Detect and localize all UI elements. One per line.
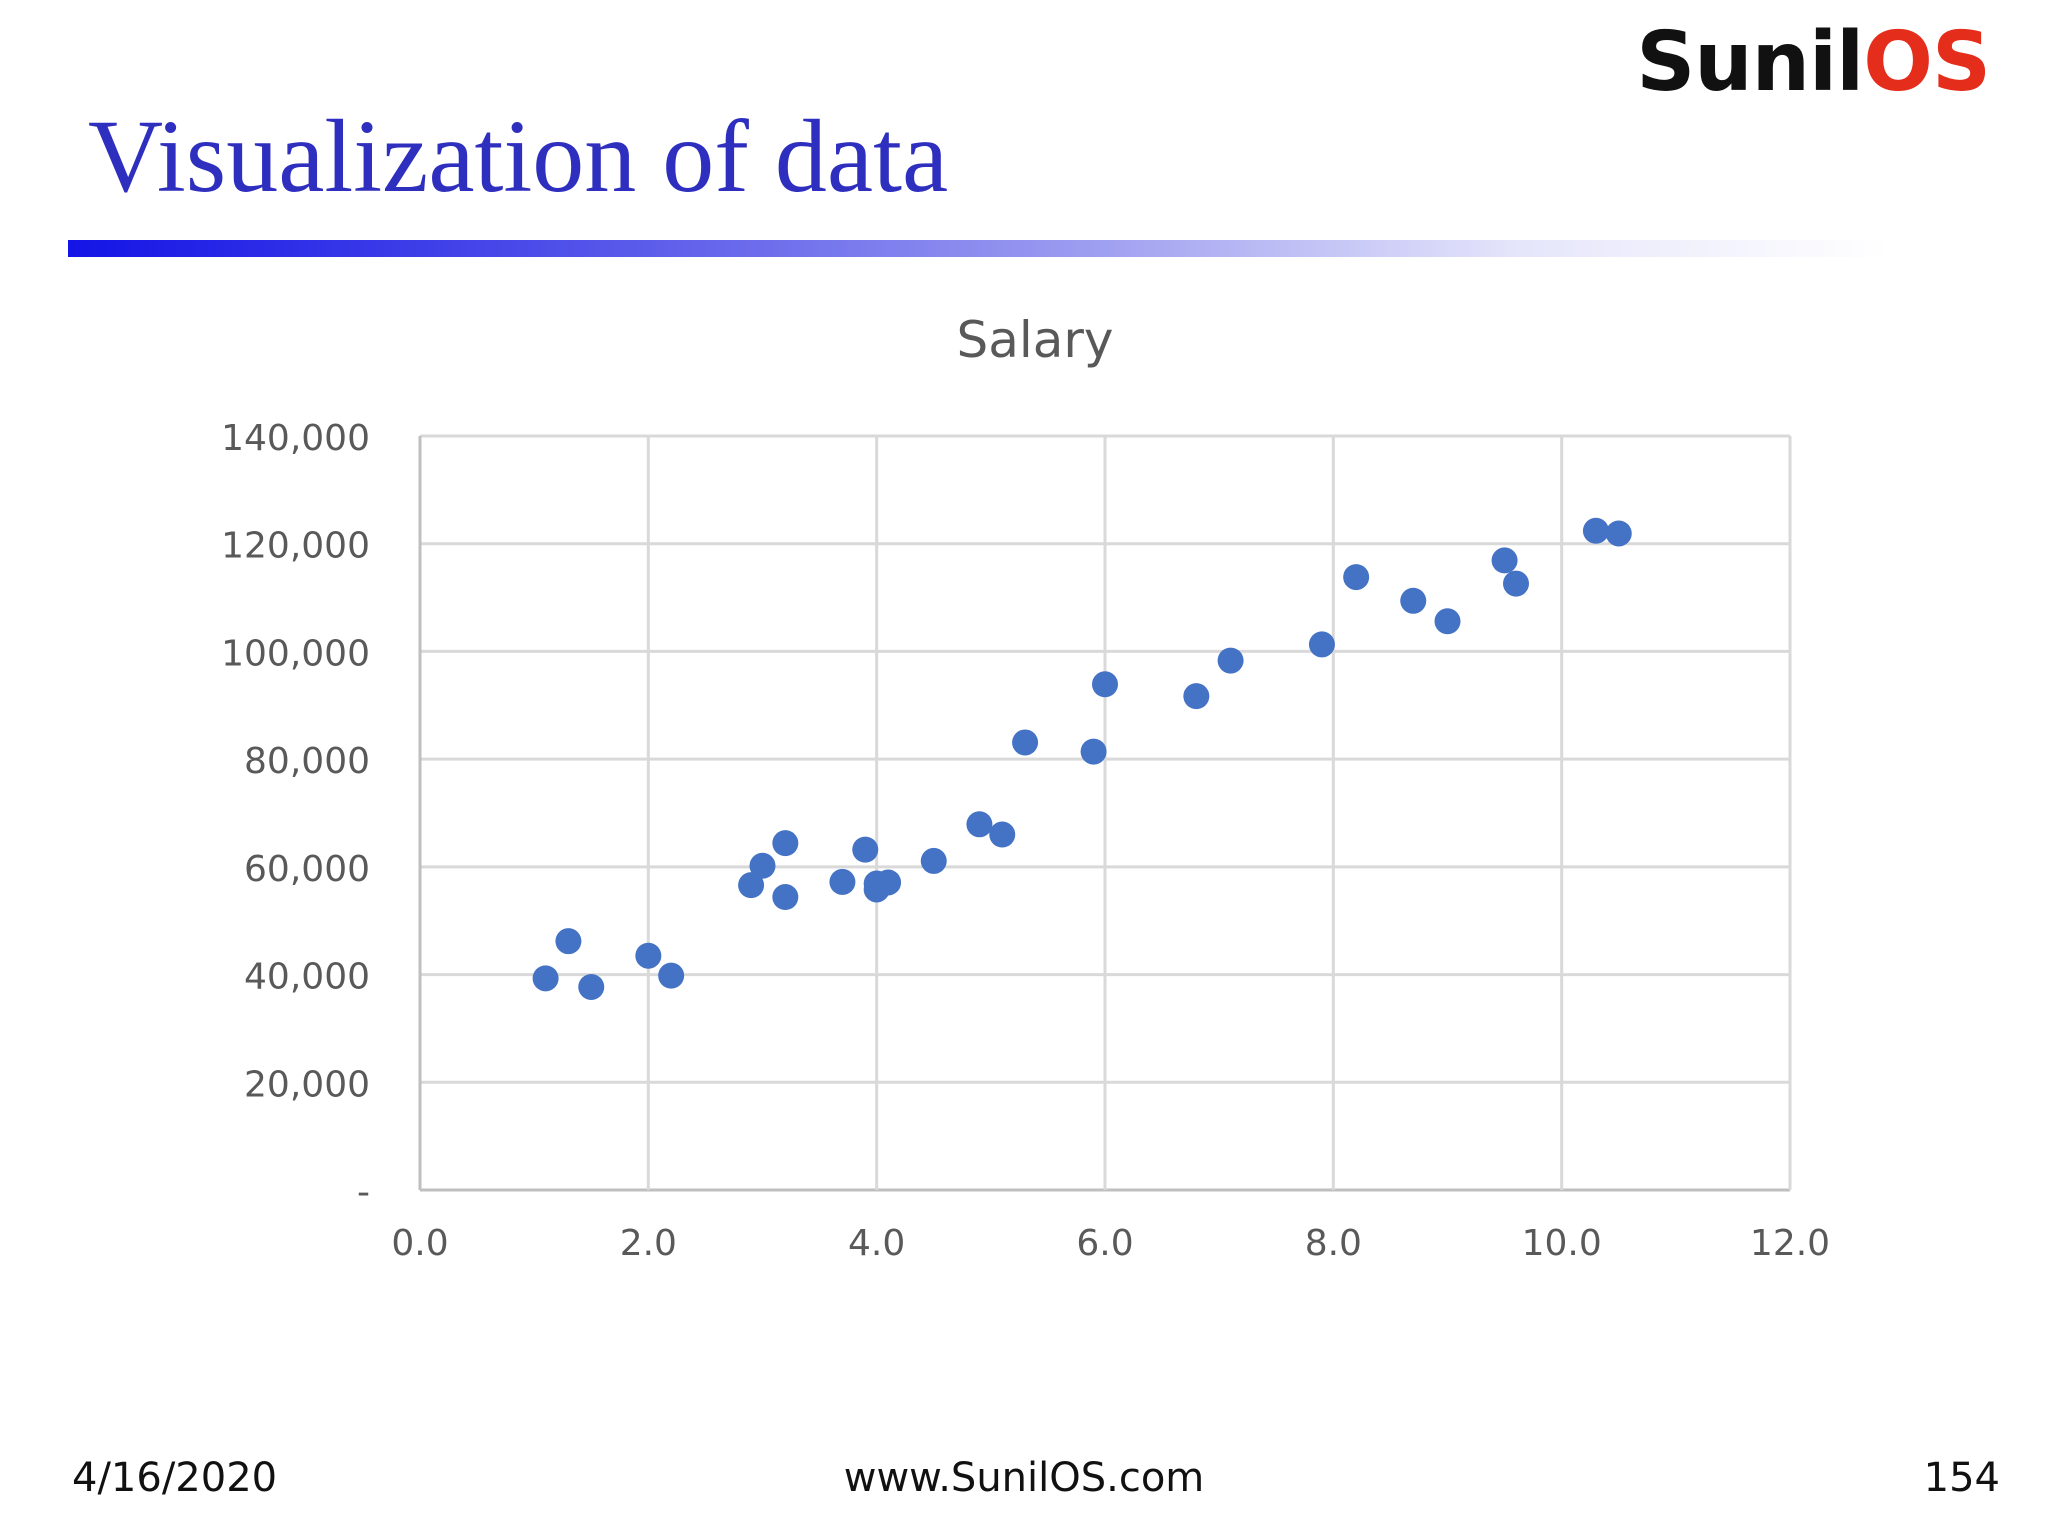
footer-url: www.SunilOS.com xyxy=(843,1455,1205,1501)
y-tick-label: - xyxy=(357,1172,370,1213)
x-tick-label: 2.0 xyxy=(620,1223,677,1264)
y-tick-label: 80,000 xyxy=(244,741,370,782)
scatter-point xyxy=(1217,647,1244,674)
x-tick-label: 6.0 xyxy=(1076,1223,1133,1264)
scatter-point xyxy=(532,965,559,992)
y-tick-label: 100,000 xyxy=(221,633,370,674)
footer-date: 4/16/2020 xyxy=(72,1455,278,1501)
y-tick-label: 140,000 xyxy=(221,418,370,459)
scatter-point xyxy=(1605,520,1632,547)
x-tick-label: 0.0 xyxy=(391,1223,448,1264)
scatter-point xyxy=(875,869,902,896)
scatter-point xyxy=(829,868,856,895)
scatter-point xyxy=(578,973,605,1000)
x-tick-label: 8.0 xyxy=(1305,1223,1362,1264)
scatter-point xyxy=(1308,631,1335,658)
scatter-point xyxy=(989,821,1016,848)
scatter-point xyxy=(1503,570,1529,597)
scatter-point xyxy=(1400,587,1427,614)
data-points xyxy=(532,517,1632,1000)
slide-title: Visualization of data xyxy=(88,99,949,214)
scatter-point xyxy=(852,836,879,863)
grid-lines xyxy=(418,434,1792,1192)
y-tick-label: 120,000 xyxy=(221,526,370,567)
scatter-point xyxy=(772,830,799,857)
scatter-point xyxy=(1183,683,1210,710)
sunilos-logo: SunilOS xyxy=(1636,15,1991,110)
scatter-point xyxy=(1343,564,1370,591)
x-tick-label: 12.0 xyxy=(1750,1223,1830,1264)
scatter-point xyxy=(635,942,662,969)
y-tick-label: 20,000 xyxy=(244,1064,370,1105)
y-tick-label: 60,000 xyxy=(244,849,370,890)
scatter-point xyxy=(772,884,799,911)
scatter-point xyxy=(920,847,947,874)
page-number: 154 xyxy=(1923,1455,2000,1501)
scatter-point xyxy=(1491,547,1518,574)
chart-title: Salary xyxy=(956,311,1113,369)
x-tick-label: 10.0 xyxy=(1522,1223,1602,1264)
scatter-point xyxy=(966,811,993,838)
scatter-point xyxy=(1012,729,1039,756)
scatter-point xyxy=(738,872,765,899)
title-underline xyxy=(68,240,1888,257)
y-tick-label: 40,000 xyxy=(244,957,370,998)
axis-tick-labels: - 20,000 40,000 60,000 80,000 100,000 120,000 1… xyxy=(221,418,1830,1264)
scatter-point xyxy=(749,852,776,879)
scatter-point xyxy=(1080,738,1107,765)
scatter-point xyxy=(555,928,582,955)
scatter-point xyxy=(1434,608,1461,635)
scatter-point xyxy=(1582,517,1609,544)
scatter-point xyxy=(1092,671,1118,698)
x-tick-label: 4.0 xyxy=(848,1223,905,1264)
scatter-point xyxy=(658,962,685,989)
